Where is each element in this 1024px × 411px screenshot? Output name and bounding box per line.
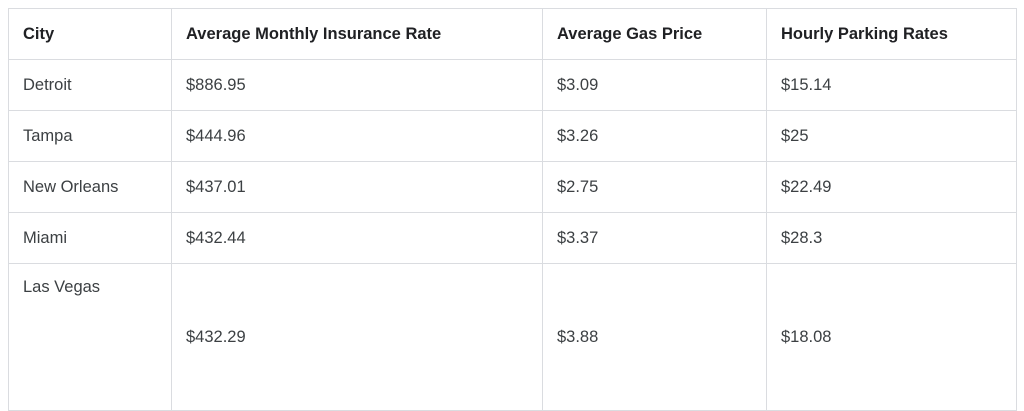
parking-rate-cell: $22.49 [766,161,1017,213]
table-row-detroit: Detroit $886.95 $3.09 $15.14 [8,59,1017,111]
column-header-insurance-rate: Average Monthly Insurance Rate [171,8,543,60]
city-cell: Detroit [8,59,172,111]
table-header-row: City Average Monthly Insurance Rate Aver… [8,8,1017,60]
city-rates-table: City Average Monthly Insurance Rate Aver… [8,8,1017,411]
table-row-tampa: Tampa $444.96 $3.26 $25 [8,110,1017,162]
insurance-rate-cell: $432.44 [171,212,543,264]
parking-rate-cell: $15.14 [766,59,1017,111]
gas-price-cell: $3.26 [542,110,767,162]
column-header-city: City [8,8,172,60]
city-cell: Tampa [8,110,172,162]
parking-rate-cell: $25 [766,110,1017,162]
table-row-miami: Miami $432.44 $3.37 $28.3 [8,212,1017,264]
table-row-las-vegas: Las Vegas $432.29 $3.88 $18.08 [8,263,1017,411]
insurance-rate-cell: $432.29 [171,263,543,411]
city-cell: Las Vegas [8,263,172,411]
insurance-rate-cell: $444.96 [171,110,543,162]
parking-rate-cell: $18.08 [766,263,1017,411]
city-cell: New Orleans [8,161,172,213]
gas-price-cell: $3.09 [542,59,767,111]
gas-price-cell: $3.88 [542,263,767,411]
column-header-parking-rates: Hourly Parking Rates [766,8,1017,60]
gas-price-cell: $2.75 [542,161,767,213]
parking-rate-cell: $28.3 [766,212,1017,264]
column-header-gas-price: Average Gas Price [542,8,767,60]
city-cell: Miami [8,212,172,264]
insurance-rate-cell: $437.01 [171,161,543,213]
insurance-rate-cell: $886.95 [171,59,543,111]
table-row-new-orleans: New Orleans $437.01 $2.75 $22.49 [8,161,1017,213]
gas-price-cell: $3.37 [542,212,767,264]
